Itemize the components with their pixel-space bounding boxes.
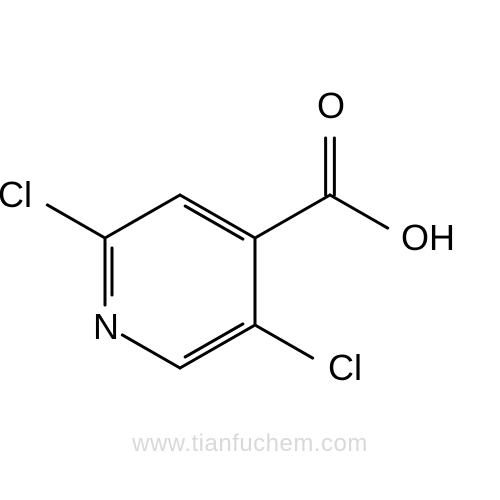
atom-label-nitrogen: N bbox=[93, 309, 119, 345]
atom-label-chlorine-right: Cl bbox=[328, 350, 362, 386]
diagram-stage: N O OH Cl Cl www.tianfuchem.com bbox=[0, 0, 500, 500]
atom-label-oxygen-double: O bbox=[317, 88, 345, 124]
atom-label-hydroxyl: OH bbox=[401, 220, 455, 256]
atom-label-chlorine-left: Cl bbox=[0, 177, 32, 213]
